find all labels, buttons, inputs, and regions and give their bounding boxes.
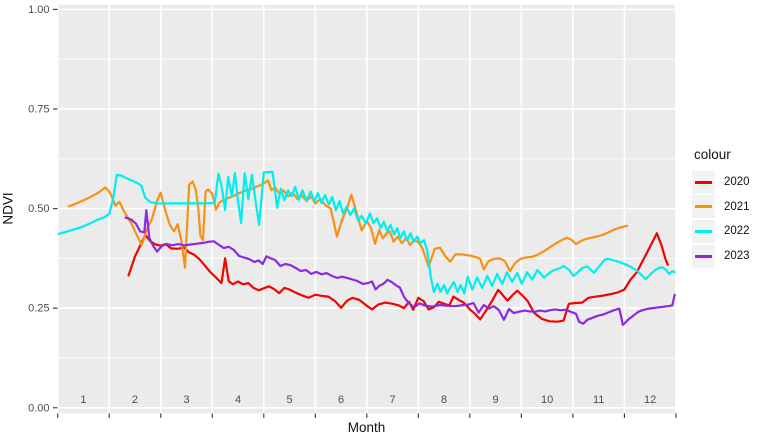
x-tick-label: 2 [132,394,138,406]
x-tick-label: 8 [441,394,447,406]
y-tick-label: 1.00 [28,4,49,16]
x-tick-label: 10 [541,394,553,406]
x-tick-label: 9 [493,394,499,406]
legend-swatch-2020 [695,180,712,184]
y-tick-label: 0.50 [28,203,49,215]
x-tick-label: 7 [390,394,396,406]
x-tick-label: 1 [80,394,86,406]
y-tick-label: 0.75 [28,104,49,116]
series-line-2021 [67,179,629,273]
legend-entries: 2020 2021 2022 2023 [692,170,750,268]
legend-entry-2021: 2021 [692,195,750,220]
legend-label: 2022 [724,225,750,238]
legend-label: 2021 [724,200,750,213]
legend-label: 2020 [724,176,750,189]
legend-entry-2023: 2023 [692,244,750,269]
x-tick-label: 12 [644,394,656,406]
legend-entry-2022: 2022 [692,219,750,244]
legend-title: colour [694,147,731,162]
series-line-2022 [57,170,676,295]
y-tick-label: 0.00 [28,402,49,414]
x-tick-label: 11 [593,394,604,406]
legend-key-2020 [692,170,715,194]
x-tick-label: 6 [338,394,344,406]
legend: colour 2020 2021 2022 2023 [692,147,750,268]
legend-label: 2023 [724,250,750,263]
series-line-2020 [127,232,670,323]
series-group [57,170,676,326]
x-axis-title: Month [347,420,386,435]
legend-key-2023 [692,244,715,268]
legend-swatch-2023 [695,254,712,258]
x-tick-label: 4 [235,394,241,406]
y-axis-title: NDVI [0,192,16,225]
legend-entry-2020: 2020 [692,170,750,195]
legend-swatch-2022 [695,229,712,233]
y-tick-label: 0.25 [28,303,49,315]
series-line-2023 [124,209,676,326]
legend-key-2021 [692,195,715,219]
x-tick-label: 5 [286,394,292,406]
legend-swatch-2021 [695,205,712,209]
legend-key-2022 [692,219,715,243]
x-tick-label: 3 [183,394,189,406]
